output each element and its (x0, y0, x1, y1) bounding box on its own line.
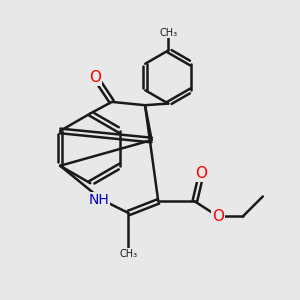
Text: O: O (89, 70, 101, 85)
Text: NH: NH (88, 193, 109, 207)
Text: CH₃: CH₃ (119, 249, 137, 259)
Text: O: O (195, 166, 207, 181)
Text: CH₃: CH₃ (160, 28, 178, 38)
Text: O: O (212, 209, 224, 224)
